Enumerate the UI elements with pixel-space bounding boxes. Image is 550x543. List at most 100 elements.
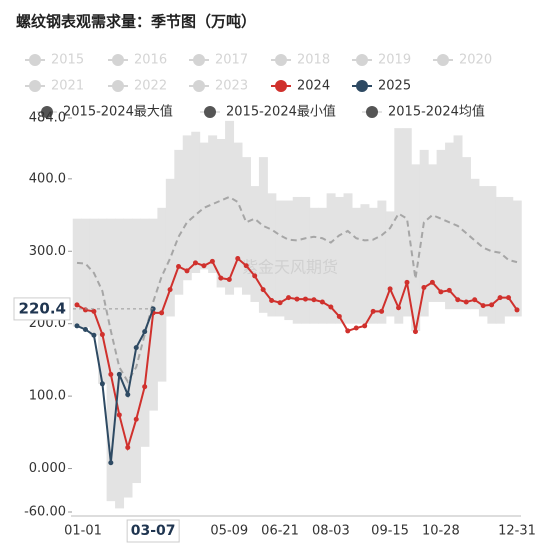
legend-label[interactable]: 2019 — [378, 53, 411, 68]
y-tick-label: 100.0 — [29, 389, 66, 404]
range-band — [157, 207, 167, 382]
data-point — [429, 279, 435, 285]
data-point — [387, 286, 393, 292]
data-point — [455, 297, 461, 303]
legend-marker — [29, 54, 41, 66]
legend-label[interactable]: 2024 — [297, 79, 330, 94]
data-point — [91, 308, 97, 314]
legend-label[interactable]: 2015-2024最大值 — [63, 104, 173, 120]
axis-pointer-box — [126, 519, 180, 543]
axis-pointer-box — [13, 297, 71, 321]
range-band — [411, 164, 421, 331]
legend-marker — [204, 106, 216, 118]
legend-marker — [366, 106, 378, 118]
range-band — [453, 135, 463, 310]
range-band — [487, 186, 497, 324]
range-band — [81, 218, 91, 328]
data-point — [463, 299, 469, 305]
legend-label[interactable]: 2023 — [215, 79, 248, 94]
x-tick-label: 08-03 — [312, 524, 350, 539]
data-point — [243, 263, 249, 269]
range-band — [360, 204, 370, 324]
legend-label[interactable]: 2015-2024均值 — [388, 104, 485, 120]
range-band — [352, 207, 361, 324]
legend-marker — [437, 54, 449, 66]
data-point — [311, 297, 317, 303]
range-band — [89, 218, 99, 336]
legend-label[interactable]: 2022 — [134, 79, 167, 94]
data-point — [277, 300, 283, 306]
data-point — [489, 302, 495, 308]
range-band — [233, 142, 243, 288]
legend-label[interactable]: 2016 — [134, 53, 167, 68]
range-band — [174, 149, 184, 295]
range-band — [478, 186, 488, 317]
range-band — [385, 211, 395, 317]
range-band — [470, 178, 480, 310]
data-point — [82, 326, 88, 332]
range-band — [199, 142, 209, 270]
legend-marker — [193, 54, 205, 66]
legend-label[interactable]: 2015 — [51, 53, 84, 68]
range-band — [504, 196, 514, 317]
data-point — [379, 308, 385, 314]
data-point — [446, 287, 452, 293]
data-point — [74, 323, 80, 329]
range-band — [250, 186, 260, 302]
data-point — [91, 332, 97, 338]
y-tick-label: 484.0 — [29, 111, 66, 126]
x-tick-label: 05-09 — [210, 524, 248, 539]
legend-marker — [356, 54, 368, 66]
data-point — [82, 307, 88, 313]
legend-label[interactable]: 2015-2024最小值 — [226, 104, 336, 120]
range-band — [242, 157, 251, 295]
range-band — [326, 193, 336, 324]
x-tick-label: 12-31 — [498, 524, 536, 539]
data-point — [412, 329, 418, 335]
legend-label[interactable]: 2020 — [459, 53, 492, 68]
data-point — [133, 416, 139, 422]
x-axis-pointer-label: 03-07 — [131, 523, 176, 539]
range-band — [394, 128, 404, 324]
data-point — [438, 289, 444, 295]
range-band — [208, 135, 218, 273]
y-axis-pointer-label: 220.4 — [19, 299, 66, 317]
chart-title: 螺纹钢表观需求量：季节图（万吨） — [16, 13, 256, 31]
range-band — [318, 207, 328, 324]
data-point — [362, 323, 368, 329]
data-point — [99, 381, 105, 387]
data-point — [235, 256, 241, 262]
range-band — [216, 139, 226, 288]
data-point — [133, 345, 139, 351]
data-point — [159, 310, 165, 316]
x-tick-label: 09-15 — [371, 524, 409, 539]
data-point — [108, 460, 114, 466]
range-band — [225, 120, 235, 295]
y-tick-label: -60.00 — [24, 505, 66, 520]
data-point — [514, 307, 520, 313]
data-point — [116, 371, 122, 377]
data-point — [404, 279, 410, 285]
data-point — [472, 297, 478, 303]
legend-marker — [193, 80, 205, 92]
range-band — [428, 164, 438, 302]
data-point — [116, 412, 122, 418]
data-point — [176, 263, 182, 269]
y-tick-label: 300.0 — [29, 244, 66, 259]
range-band — [267, 193, 277, 317]
data-point — [328, 304, 334, 310]
legend-label[interactable]: 2021 — [51, 79, 84, 94]
range-band — [191, 131, 201, 273]
range-band — [436, 149, 446, 302]
range-band — [512, 200, 522, 317]
range-band — [123, 218, 133, 498]
legend-label[interactable]: 2018 — [297, 53, 330, 68]
legend-label[interactable]: 2017 — [215, 53, 248, 68]
range-band — [419, 149, 429, 317]
legend-label[interactable]: 2025 — [378, 79, 411, 94]
legend-marker — [112, 80, 124, 92]
series-line — [76, 308, 155, 463]
legend-marker — [275, 54, 287, 66]
data-point — [209, 258, 215, 264]
